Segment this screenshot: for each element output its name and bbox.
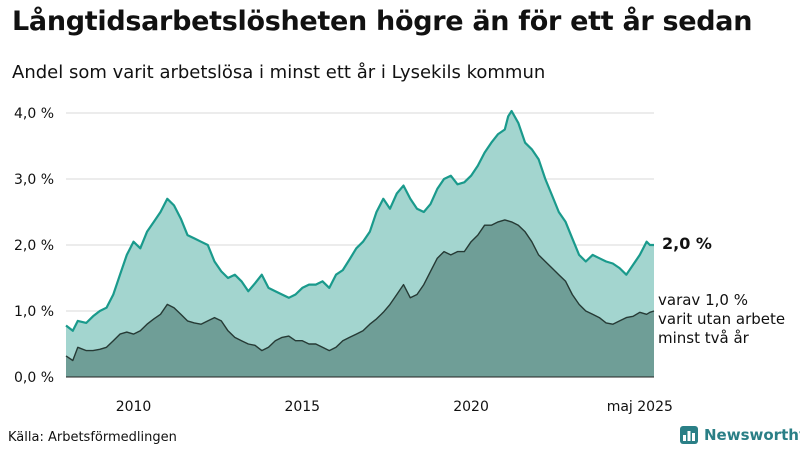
x-tick-label-2: 2020 [453, 399, 489, 415]
y-tick-label-1: 1,0 % [14, 304, 54, 320]
brand-logo: Newsworthy [680, 426, 800, 444]
y-tick-label-4: 4,0 % [14, 106, 54, 122]
x-tick-label-1: 2015 [284, 399, 320, 415]
brand-name: Newsworthy [704, 426, 800, 444]
total-series-line [65, 109, 654, 332]
chart-subtitle: Andel som varit arbetslösa i minst ett å… [12, 62, 546, 83]
sub-annotation-line-1: varav 1,0 % [658, 291, 748, 309]
x-tick-label-0: 2010 [116, 399, 152, 415]
chart-areas [65, 109, 655, 378]
sub-annotation-line-2: varit utan arbete [658, 310, 785, 328]
y-tick-label-3: 3,0 % [14, 172, 54, 188]
sub-annotation-line-3: minst två år [658, 329, 750, 347]
two-year-series-area [66, 219, 654, 377]
y-tick-label-2: 2,0 % [14, 238, 54, 254]
y-tick-label-0: 0,0 % [14, 370, 54, 386]
two-year-series-line [65, 219, 655, 362]
x-tick-label-3: maj 2025 [607, 399, 673, 415]
latest-total-label: 2,0 % [662, 234, 712, 253]
y-axis-ticks: 0,0 % 1,0 % 2,0 % 3,0 % 4,0 % [14, 106, 54, 386]
source-note: Källa: Arbetsförmedlingen [8, 430, 177, 445]
bar-chart-logo-icon [680, 426, 698, 444]
chart-title: Långtidsarbetslösheten högre än för ett … [12, 6, 753, 37]
x-axis-ticks: 2010 2015 2020 maj 2025 [116, 399, 673, 415]
